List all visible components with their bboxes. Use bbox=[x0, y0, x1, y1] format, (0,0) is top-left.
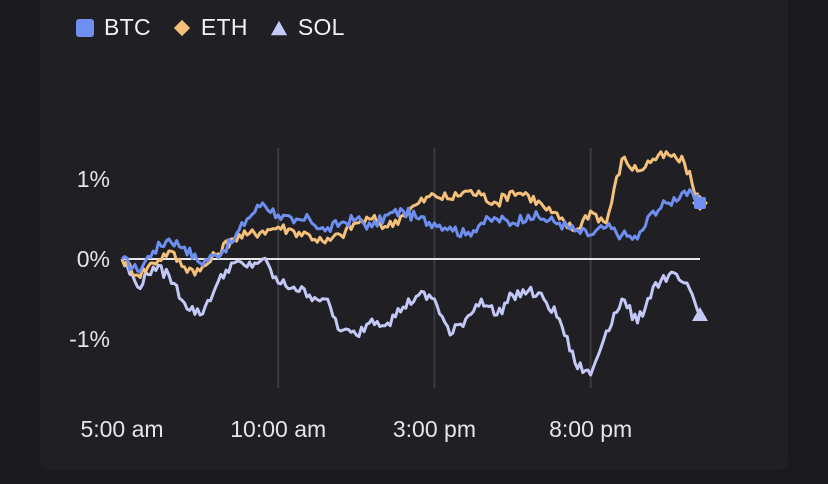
triangle-marker-icon bbox=[270, 20, 287, 35]
end-marker-btc bbox=[694, 197, 706, 209]
series-lines bbox=[120, 150, 702, 377]
legend-item-eth[interactable]: ETH bbox=[173, 14, 248, 41]
legend-item-btc[interactable]: BTC bbox=[76, 14, 151, 41]
x-tick-label: 10:00 am bbox=[230, 416, 326, 442]
legend-item-sol[interactable]: SOL bbox=[270, 14, 345, 41]
legend-label-sol: SOL bbox=[297, 14, 345, 40]
y-tick-label: 1% bbox=[77, 166, 110, 192]
legend-label-btc: BTC bbox=[104, 14, 151, 40]
x-tick-label: 8:00 pm bbox=[549, 416, 632, 442]
series-line-sol bbox=[120, 256, 702, 377]
series-end-markers bbox=[692, 195, 708, 321]
y-axis-ticks: 1% 0% -1% bbox=[69, 166, 110, 352]
series-line-btc bbox=[120, 188, 702, 274]
x-tick-label: 3:00 pm bbox=[393, 416, 476, 442]
series-line-eth bbox=[120, 150, 702, 279]
diamond-marker-icon bbox=[173, 19, 191, 36]
chart-legend: BTC ETH SOL bbox=[76, 14, 367, 41]
y-tick-label: 0% bbox=[77, 246, 110, 272]
y-tick-label: -1% bbox=[69, 326, 110, 352]
vertical-gridlines bbox=[277, 148, 592, 388]
square-marker-icon bbox=[76, 18, 94, 37]
chart-card bbox=[40, 0, 788, 470]
end-marker-sol bbox=[692, 307, 708, 321]
legend-label-eth: ETH bbox=[200, 14, 248, 40]
x-tick-label: 5:00 am bbox=[80, 416, 163, 442]
x-axis-ticks: 5:00 am 10:00 am 3:00 pm 8:00 pm bbox=[80, 416, 632, 442]
